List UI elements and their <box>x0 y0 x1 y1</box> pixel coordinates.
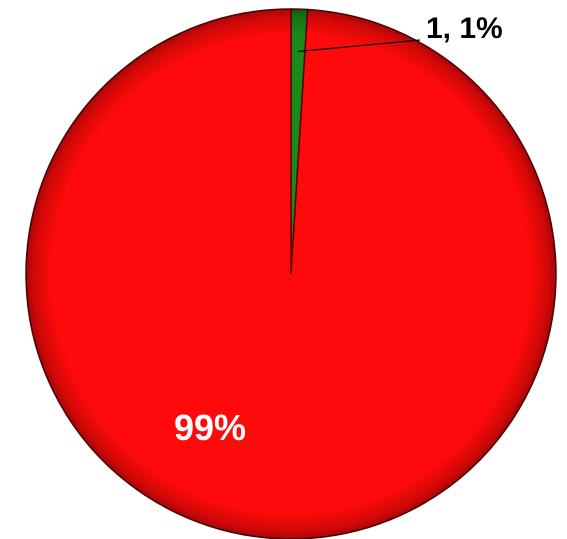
pie-slices <box>25 8 557 539</box>
slice-label-red: 99% <box>174 407 246 448</box>
slice-leader-line <box>297 39 421 53</box>
pie-slice-red <box>25 8 557 539</box>
slice-label-green: 1, 1% <box>426 12 503 45</box>
